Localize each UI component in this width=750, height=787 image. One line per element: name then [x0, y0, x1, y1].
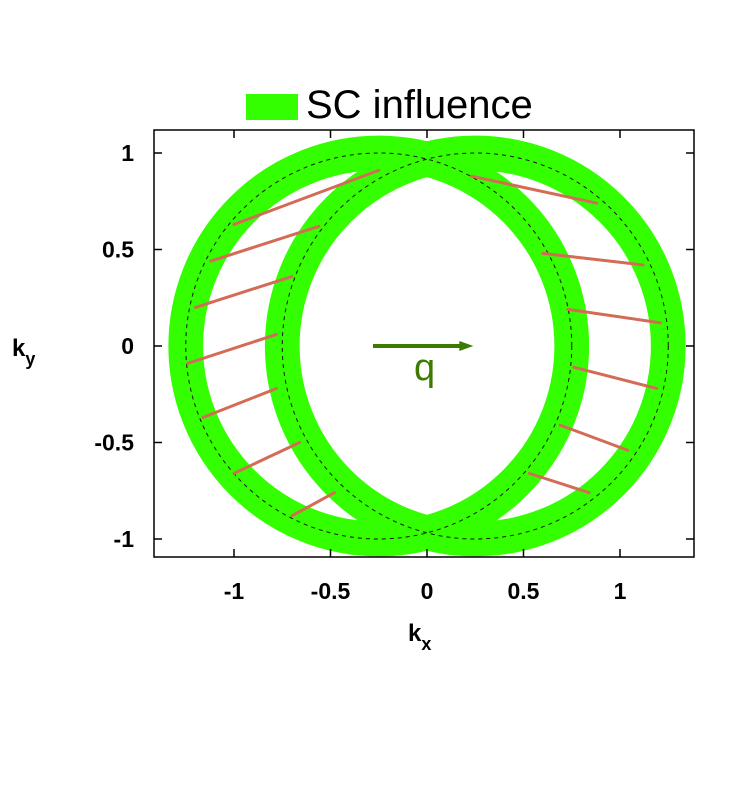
- tick-group: -1 -0.5 0 0.5 1 1 0.5 0 -0.5 -1: [94, 130, 694, 604]
- q-label: q: [414, 347, 435, 389]
- x-axis-label-main: k: [408, 620, 422, 647]
- pair-line: [541, 251, 645, 267]
- pair-line: [193, 275, 294, 309]
- x-tick-label: 1: [614, 578, 627, 604]
- pair-line: [558, 423, 630, 452]
- y-axis-label-main: k: [12, 335, 26, 362]
- x-axis-label-sub: x: [421, 634, 431, 654]
- fermi-circle-right: [281, 152, 669, 540]
- pair-line: [186, 332, 278, 365]
- y-tick-label: 0.5: [102, 237, 134, 263]
- q-arrow-head: [459, 341, 474, 351]
- x-tick-label: 0.5: [508, 578, 540, 604]
- y-tick-label: -0.5: [94, 430, 134, 456]
- q-vector: q: [372, 341, 474, 389]
- dashed-circle-group: [185, 152, 669, 540]
- pair-line: [290, 491, 336, 518]
- y-tick-label: 0: [121, 333, 134, 359]
- legend-label: SC influence: [306, 83, 533, 127]
- x-tick-label: -1: [224, 578, 245, 604]
- sc-ring-right: [264, 135, 686, 557]
- legend: SC influence: [246, 83, 533, 127]
- y-axis-label-sub: y: [25, 349, 35, 369]
- x-axis-label: kx: [408, 620, 431, 654]
- legend-swatch: [246, 94, 298, 120]
- pair-line: [572, 365, 659, 390]
- pair-line: [469, 174, 599, 205]
- pair-line: [232, 441, 302, 475]
- y-tick-label: 1: [121, 140, 134, 166]
- pair-line: [209, 224, 321, 263]
- plot-area: [168, 135, 686, 557]
- y-axis-label: ky: [12, 335, 35, 369]
- pair-line: [201, 386, 278, 419]
- x-tick-label: -0.5: [311, 578, 351, 604]
- pair-line-group: [186, 168, 663, 518]
- y-tick-label: -1: [114, 526, 135, 552]
- x-tick-label: 0: [421, 578, 434, 604]
- pair-line: [566, 307, 663, 325]
- plot-frame: [153, 129, 695, 558]
- fermi-circle-left: [185, 152, 573, 540]
- pair-line: [232, 168, 381, 226]
- pair-line: [527, 471, 591, 495]
